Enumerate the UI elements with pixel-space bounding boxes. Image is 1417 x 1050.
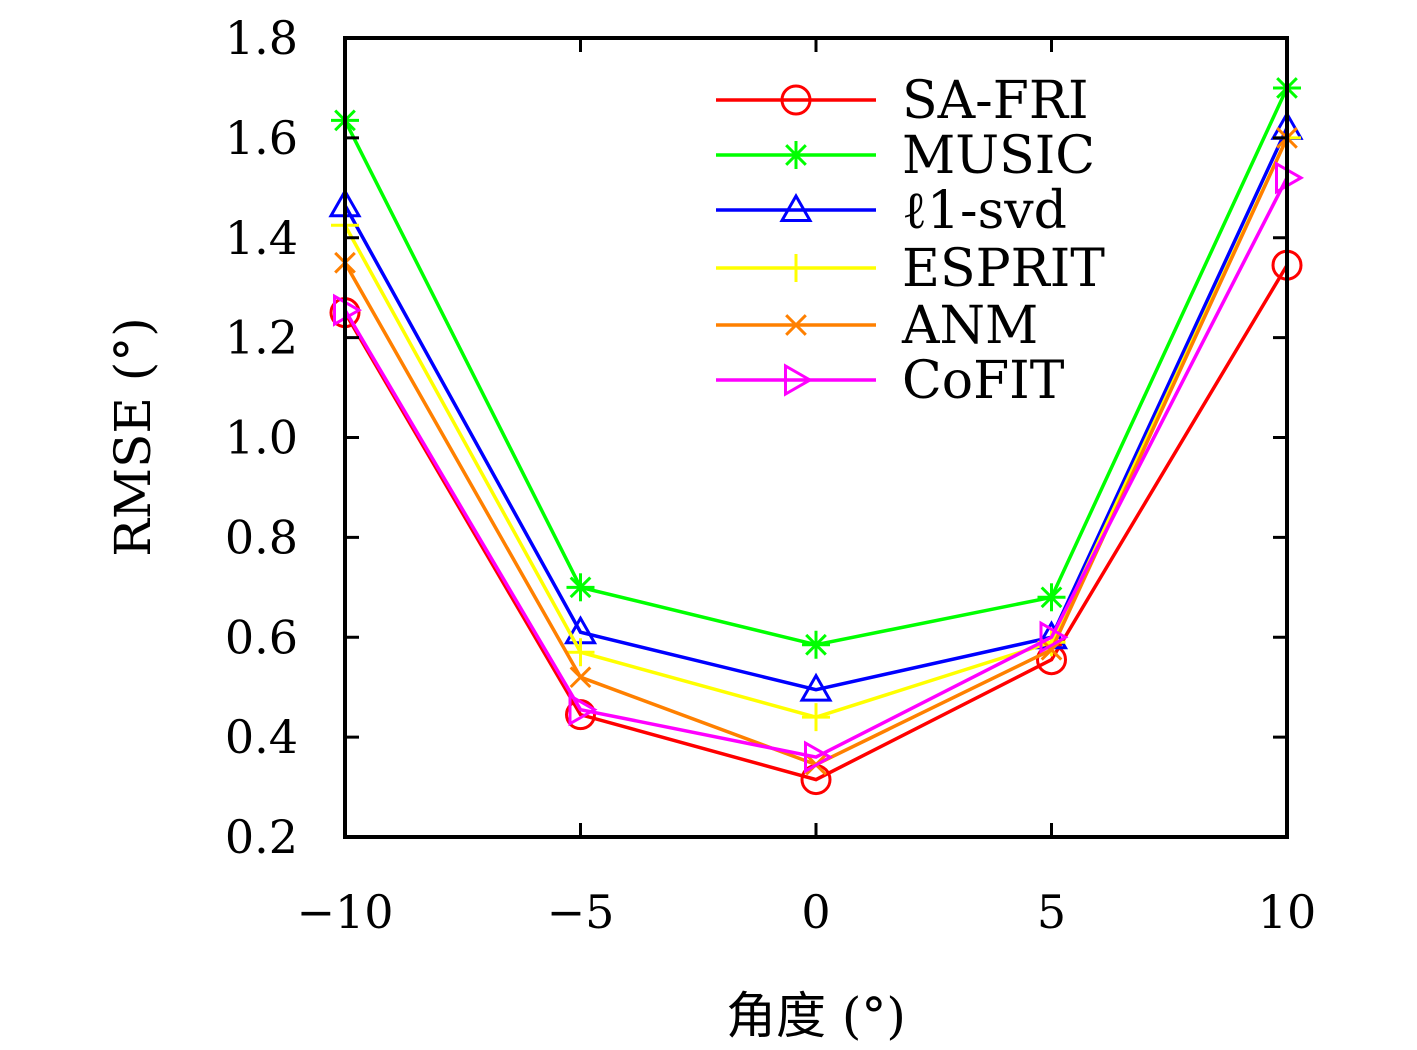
series--1-svd (328, 110, 1304, 702)
marker-asterisk (782, 141, 810, 169)
series-line (343, 264, 1289, 782)
series-line (343, 137, 1289, 719)
marker-asterisk (802, 630, 830, 659)
legend-label: MUSIC (902, 126, 1095, 186)
x-tick-label: 5 (1037, 885, 1066, 939)
series-line (343, 87, 1289, 647)
marker-triangle-up (779, 192, 813, 222)
y-tick-label: 1.6 (225, 111, 298, 165)
legend-entry: ANM (716, 296, 1038, 356)
marker-triangle-right (568, 693, 598, 727)
y-tick-label: 1.4 (225, 211, 298, 265)
y-tick-label: 1.8 (225, 11, 298, 65)
legend-label: ESPRIT (902, 239, 1105, 299)
y-tick-label: 1.0 (225, 411, 298, 465)
legend-entry: SA-FRI (716, 71, 1089, 131)
marker-plus (802, 703, 830, 732)
x-tick-label: 10 (1258, 885, 1317, 939)
marker-triangle-up (799, 672, 833, 702)
marker-circle (780, 84, 812, 116)
x-tick-label: −10 (296, 885, 393, 939)
legend-label: ℓ1-svd (902, 181, 1067, 241)
legend-entry: MUSIC (716, 126, 1095, 186)
series-line (343, 127, 1289, 692)
marker-triangle-right (784, 363, 814, 397)
x-tick-label: 0 (801, 885, 830, 939)
y-tick-label: 0.2 (225, 810, 298, 864)
series-music (331, 73, 1301, 659)
marker-asterisk (1037, 583, 1066, 612)
x-tick-label: −5 (547, 885, 615, 939)
y-tick-label: 0.8 (225, 510, 298, 564)
marker-plus (566, 638, 595, 667)
marker-triangle-right (804, 740, 834, 774)
marker-cross (785, 314, 807, 336)
legend-entry: CoFIT (716, 351, 1065, 411)
marker-cross (569, 666, 592, 689)
legend-entry: ℓ1-svd (716, 181, 1067, 241)
marker-plus (782, 254, 810, 282)
x-axis-label: 角度 (°) (726, 987, 906, 1045)
legend-entry: ESPRIT (716, 239, 1105, 299)
legend-label: SA-FRI (902, 71, 1089, 131)
series-line (343, 177, 1289, 759)
y-tick-label: 0.4 (225, 710, 298, 764)
legend-label: ANM (901, 296, 1038, 356)
y-axis-label: RMSE (°) (104, 317, 162, 557)
y-tick-label: 1.2 (225, 311, 298, 365)
marker-asterisk (566, 573, 595, 602)
legend-label: CoFIT (902, 351, 1065, 411)
series-esprit (331, 123, 1301, 732)
marker-triangle-right (1039, 620, 1069, 654)
y-tick-label: 0.6 (225, 610, 298, 664)
